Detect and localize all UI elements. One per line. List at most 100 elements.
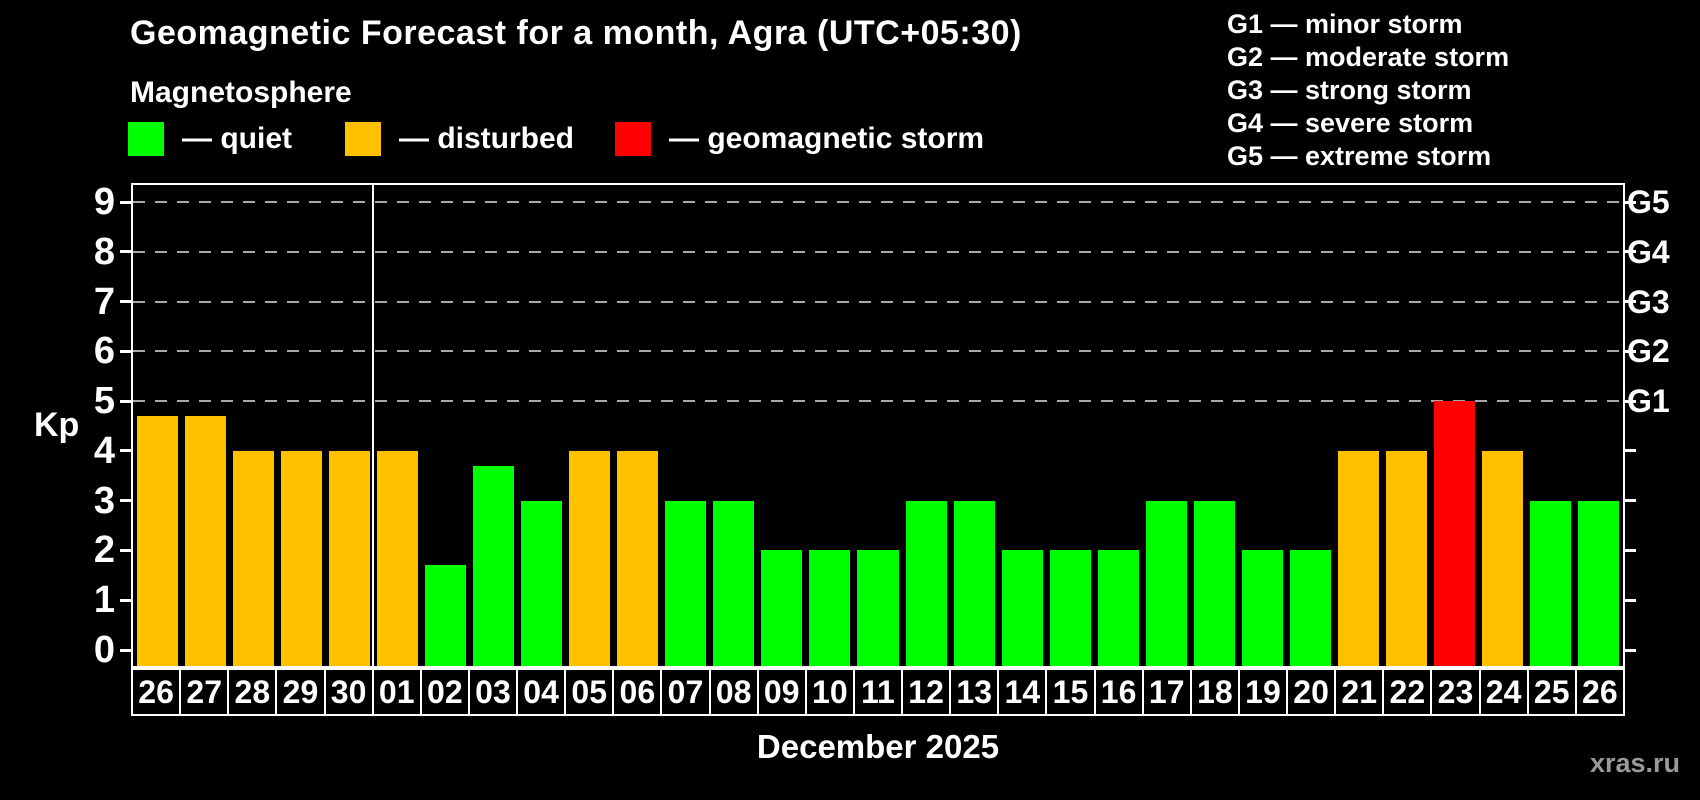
magnetosphere-label: Magnetosphere xyxy=(130,76,352,109)
kp-bar-01 xyxy=(376,450,418,666)
kp-bar-26 xyxy=(136,416,178,666)
kp-bar-23 xyxy=(1434,401,1476,666)
y-tick-label-2: 2 xyxy=(93,529,115,572)
day-label-15-11: 11 xyxy=(852,668,903,716)
kp-bar-15 xyxy=(1049,550,1091,666)
y-tick-right-1 xyxy=(1625,598,1636,602)
kp-bar-04 xyxy=(521,500,563,666)
kp-bar-22 xyxy=(1386,450,1428,666)
gridline-kp-8 xyxy=(133,250,1623,253)
y-tick-left-2 xyxy=(120,548,131,552)
y-tick-left-8 xyxy=(120,250,131,254)
x-axis-title: December 2025 xyxy=(756,728,1000,765)
day-label-18-14: 14 xyxy=(997,668,1048,716)
day-label-27-23: 23 xyxy=(1430,668,1481,716)
page-title: Geomagnetic Forecast for a month, Agra (… xyxy=(130,14,1022,52)
legend-item-storm: — geomagnetic storm xyxy=(615,121,984,157)
kp-bar-09 xyxy=(761,550,803,666)
kp-bar-13 xyxy=(953,500,995,666)
kp-bar-06 xyxy=(617,450,659,666)
kp-bar-21 xyxy=(1338,450,1380,666)
kp-bar-17 xyxy=(1145,500,1187,666)
y-tick-label-8: 8 xyxy=(93,230,115,273)
y-tick-left-4 xyxy=(120,449,131,453)
kp-bar-18 xyxy=(1193,500,1235,666)
day-label-0-26: 26 xyxy=(131,668,182,716)
y-tick-label-6: 6 xyxy=(93,330,115,373)
gridline-kp-6 xyxy=(133,350,1623,353)
y-tick-right-8 xyxy=(1625,250,1636,254)
day-label-10-06: 06 xyxy=(612,668,663,716)
kp-bar-12 xyxy=(905,500,947,666)
y-tick-label-4: 4 xyxy=(93,429,115,472)
day-label-3-29: 29 xyxy=(275,668,326,716)
day-label-7-03: 03 xyxy=(467,668,518,716)
kp-bar-16 xyxy=(1097,550,1139,666)
y-tick-left-1 xyxy=(120,598,131,602)
y-tick-left-0 xyxy=(120,648,131,652)
kp-bar-07 xyxy=(665,500,707,666)
g-legend-line-2: G2 — moderate storm xyxy=(1227,42,1510,72)
kp-bar-29 xyxy=(280,450,322,666)
g-axis-label-g1: G1 xyxy=(1627,383,1670,420)
day-label-4-30: 30 xyxy=(323,668,374,716)
kp-bar-11 xyxy=(857,550,899,666)
g-scale-legend: G1 — minor storm G2 — moderate storm G3 — … xyxy=(1227,8,1509,173)
y-tick-right-7 xyxy=(1625,300,1636,304)
y-tick-right-2 xyxy=(1625,548,1636,552)
day-label-5-01: 01 xyxy=(371,668,422,716)
kp-bar-30 xyxy=(328,450,370,666)
day-label-13-09: 09 xyxy=(756,668,807,716)
y-tick-label-9: 9 xyxy=(93,181,115,223)
day-label-25-21: 21 xyxy=(1334,668,1385,716)
legend-storm-label: — geomagnetic storm xyxy=(669,122,985,155)
g-legend-line-3: G3 — strong storm xyxy=(1227,75,1472,105)
g-axis-label-g5: G5 xyxy=(1627,184,1670,220)
kp-bar-25 xyxy=(1530,500,1572,666)
g-legend-line-5: G5 — extreme storm xyxy=(1227,141,1492,171)
day-label-17-13: 13 xyxy=(949,668,1000,716)
day-label-30-26: 26 xyxy=(1574,668,1625,716)
y-tick-label-1: 1 xyxy=(93,579,115,622)
legend-quiet-label: — quiet xyxy=(182,122,292,155)
day-label-19-15: 15 xyxy=(1045,668,1096,716)
y-tick-right-5 xyxy=(1625,399,1636,403)
kp-bar-20 xyxy=(1290,550,1332,666)
day-label-1-27: 27 xyxy=(179,668,230,716)
day-label-12-08: 08 xyxy=(708,668,759,716)
watermark: xras.ru xyxy=(1589,748,1680,778)
y-tick-right-9 xyxy=(1625,200,1636,204)
g-legend-line-4: G4 — severe storm xyxy=(1227,108,1474,138)
gridline-kp-9 xyxy=(133,201,1623,203)
month-separator-line xyxy=(372,185,375,666)
day-label-24-20: 20 xyxy=(1286,668,1337,716)
gridline-kp-5 xyxy=(133,400,1623,403)
y-tick-label-7: 7 xyxy=(93,280,115,323)
day-label-23-19: 19 xyxy=(1237,668,1288,716)
g-axis-label-g2: G2 xyxy=(1627,333,1670,370)
x-axis-day-row: 26 27 28 29 30 01 02 03 04 05 06 07 08 09 10 11 12 13 14 15… xyxy=(131,668,1625,716)
day-label-8-04: 04 xyxy=(516,668,567,716)
g-legend-line-1: G1 — minor storm xyxy=(1227,9,1463,39)
y-tick-left-6 xyxy=(120,349,131,353)
gridline-kp-7 xyxy=(133,300,1623,303)
y-tick-label-5: 5 xyxy=(93,380,115,423)
y-tick-left-9 xyxy=(120,200,131,204)
day-label-22-18: 18 xyxy=(1189,668,1240,716)
y-tick-left-3 xyxy=(120,499,131,503)
disturbed-color-swatch xyxy=(345,122,381,156)
quiet-color-swatch xyxy=(128,122,164,156)
y-tick-left-5 xyxy=(120,399,131,403)
day-label-11-07: 07 xyxy=(660,668,711,716)
y-tick-right-3 xyxy=(1625,499,1636,503)
y-tick-label-0: 0 xyxy=(93,629,115,671)
day-label-6-02: 02 xyxy=(419,668,470,716)
day-label-16-12: 12 xyxy=(901,668,952,716)
kp-bar-10 xyxy=(809,550,851,666)
kp-bar-02 xyxy=(424,565,466,666)
legend-item-disturbed: — disturbed xyxy=(345,121,574,157)
day-label-29-25: 25 xyxy=(1526,668,1577,716)
legend-item-quiet: — quiet xyxy=(128,121,292,157)
y-tick-left-7 xyxy=(120,300,131,304)
y-tick-label-3: 3 xyxy=(93,479,115,522)
